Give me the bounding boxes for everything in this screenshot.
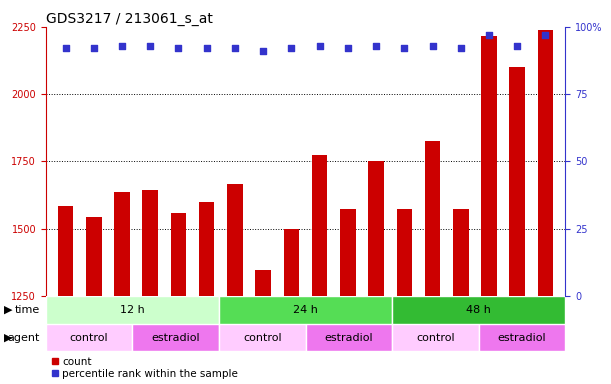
Bar xyxy=(392,324,478,351)
Bar xyxy=(46,324,133,351)
Point xyxy=(89,45,99,51)
Bar xyxy=(312,155,327,384)
Bar xyxy=(453,209,469,384)
Bar xyxy=(219,296,392,324)
Text: ▶: ▶ xyxy=(4,333,13,343)
Point xyxy=(117,43,127,49)
Point xyxy=(145,43,155,49)
Text: 48 h: 48 h xyxy=(466,305,491,315)
Point xyxy=(60,45,70,51)
Bar xyxy=(510,67,525,384)
Point xyxy=(428,43,437,49)
Text: time: time xyxy=(15,305,40,315)
Text: control: control xyxy=(243,333,282,343)
Point xyxy=(202,45,211,51)
Text: control: control xyxy=(416,333,455,343)
Bar xyxy=(227,184,243,384)
Bar xyxy=(114,192,130,384)
Text: estradiol: estradiol xyxy=(324,333,373,343)
Text: 12 h: 12 h xyxy=(120,305,145,315)
Text: estradiol: estradiol xyxy=(497,333,546,343)
Point xyxy=(230,45,240,51)
Bar xyxy=(133,324,219,351)
Text: 24 h: 24 h xyxy=(293,305,318,315)
Text: ▶: ▶ xyxy=(4,305,13,315)
Point xyxy=(512,43,522,49)
Point xyxy=(315,43,324,49)
Bar xyxy=(538,30,553,384)
Bar xyxy=(481,36,497,384)
Bar xyxy=(170,213,186,384)
Point xyxy=(484,32,494,38)
Legend: count, percentile rank within the sample: count, percentile rank within the sample xyxy=(51,357,238,379)
Text: agent: agent xyxy=(7,333,40,343)
Point xyxy=(541,32,551,38)
Bar xyxy=(306,324,392,351)
Bar xyxy=(255,270,271,384)
Bar xyxy=(219,324,306,351)
Bar xyxy=(284,229,299,384)
Bar xyxy=(86,217,101,384)
Text: control: control xyxy=(70,333,108,343)
Bar xyxy=(478,324,565,351)
Point xyxy=(456,45,466,51)
Bar xyxy=(199,202,214,384)
Bar xyxy=(46,296,219,324)
Bar xyxy=(142,190,158,384)
Point xyxy=(287,45,296,51)
Point xyxy=(400,45,409,51)
Bar xyxy=(368,161,384,384)
Point xyxy=(174,45,183,51)
Bar xyxy=(392,296,565,324)
Point xyxy=(371,43,381,49)
Bar xyxy=(425,141,441,384)
Text: estradiol: estradiol xyxy=(152,333,200,343)
Point xyxy=(343,45,353,51)
Point xyxy=(258,48,268,54)
Bar xyxy=(397,209,412,384)
Bar xyxy=(58,206,73,384)
Text: GDS3217 / 213061_s_at: GDS3217 / 213061_s_at xyxy=(46,12,213,26)
Bar xyxy=(340,209,356,384)
